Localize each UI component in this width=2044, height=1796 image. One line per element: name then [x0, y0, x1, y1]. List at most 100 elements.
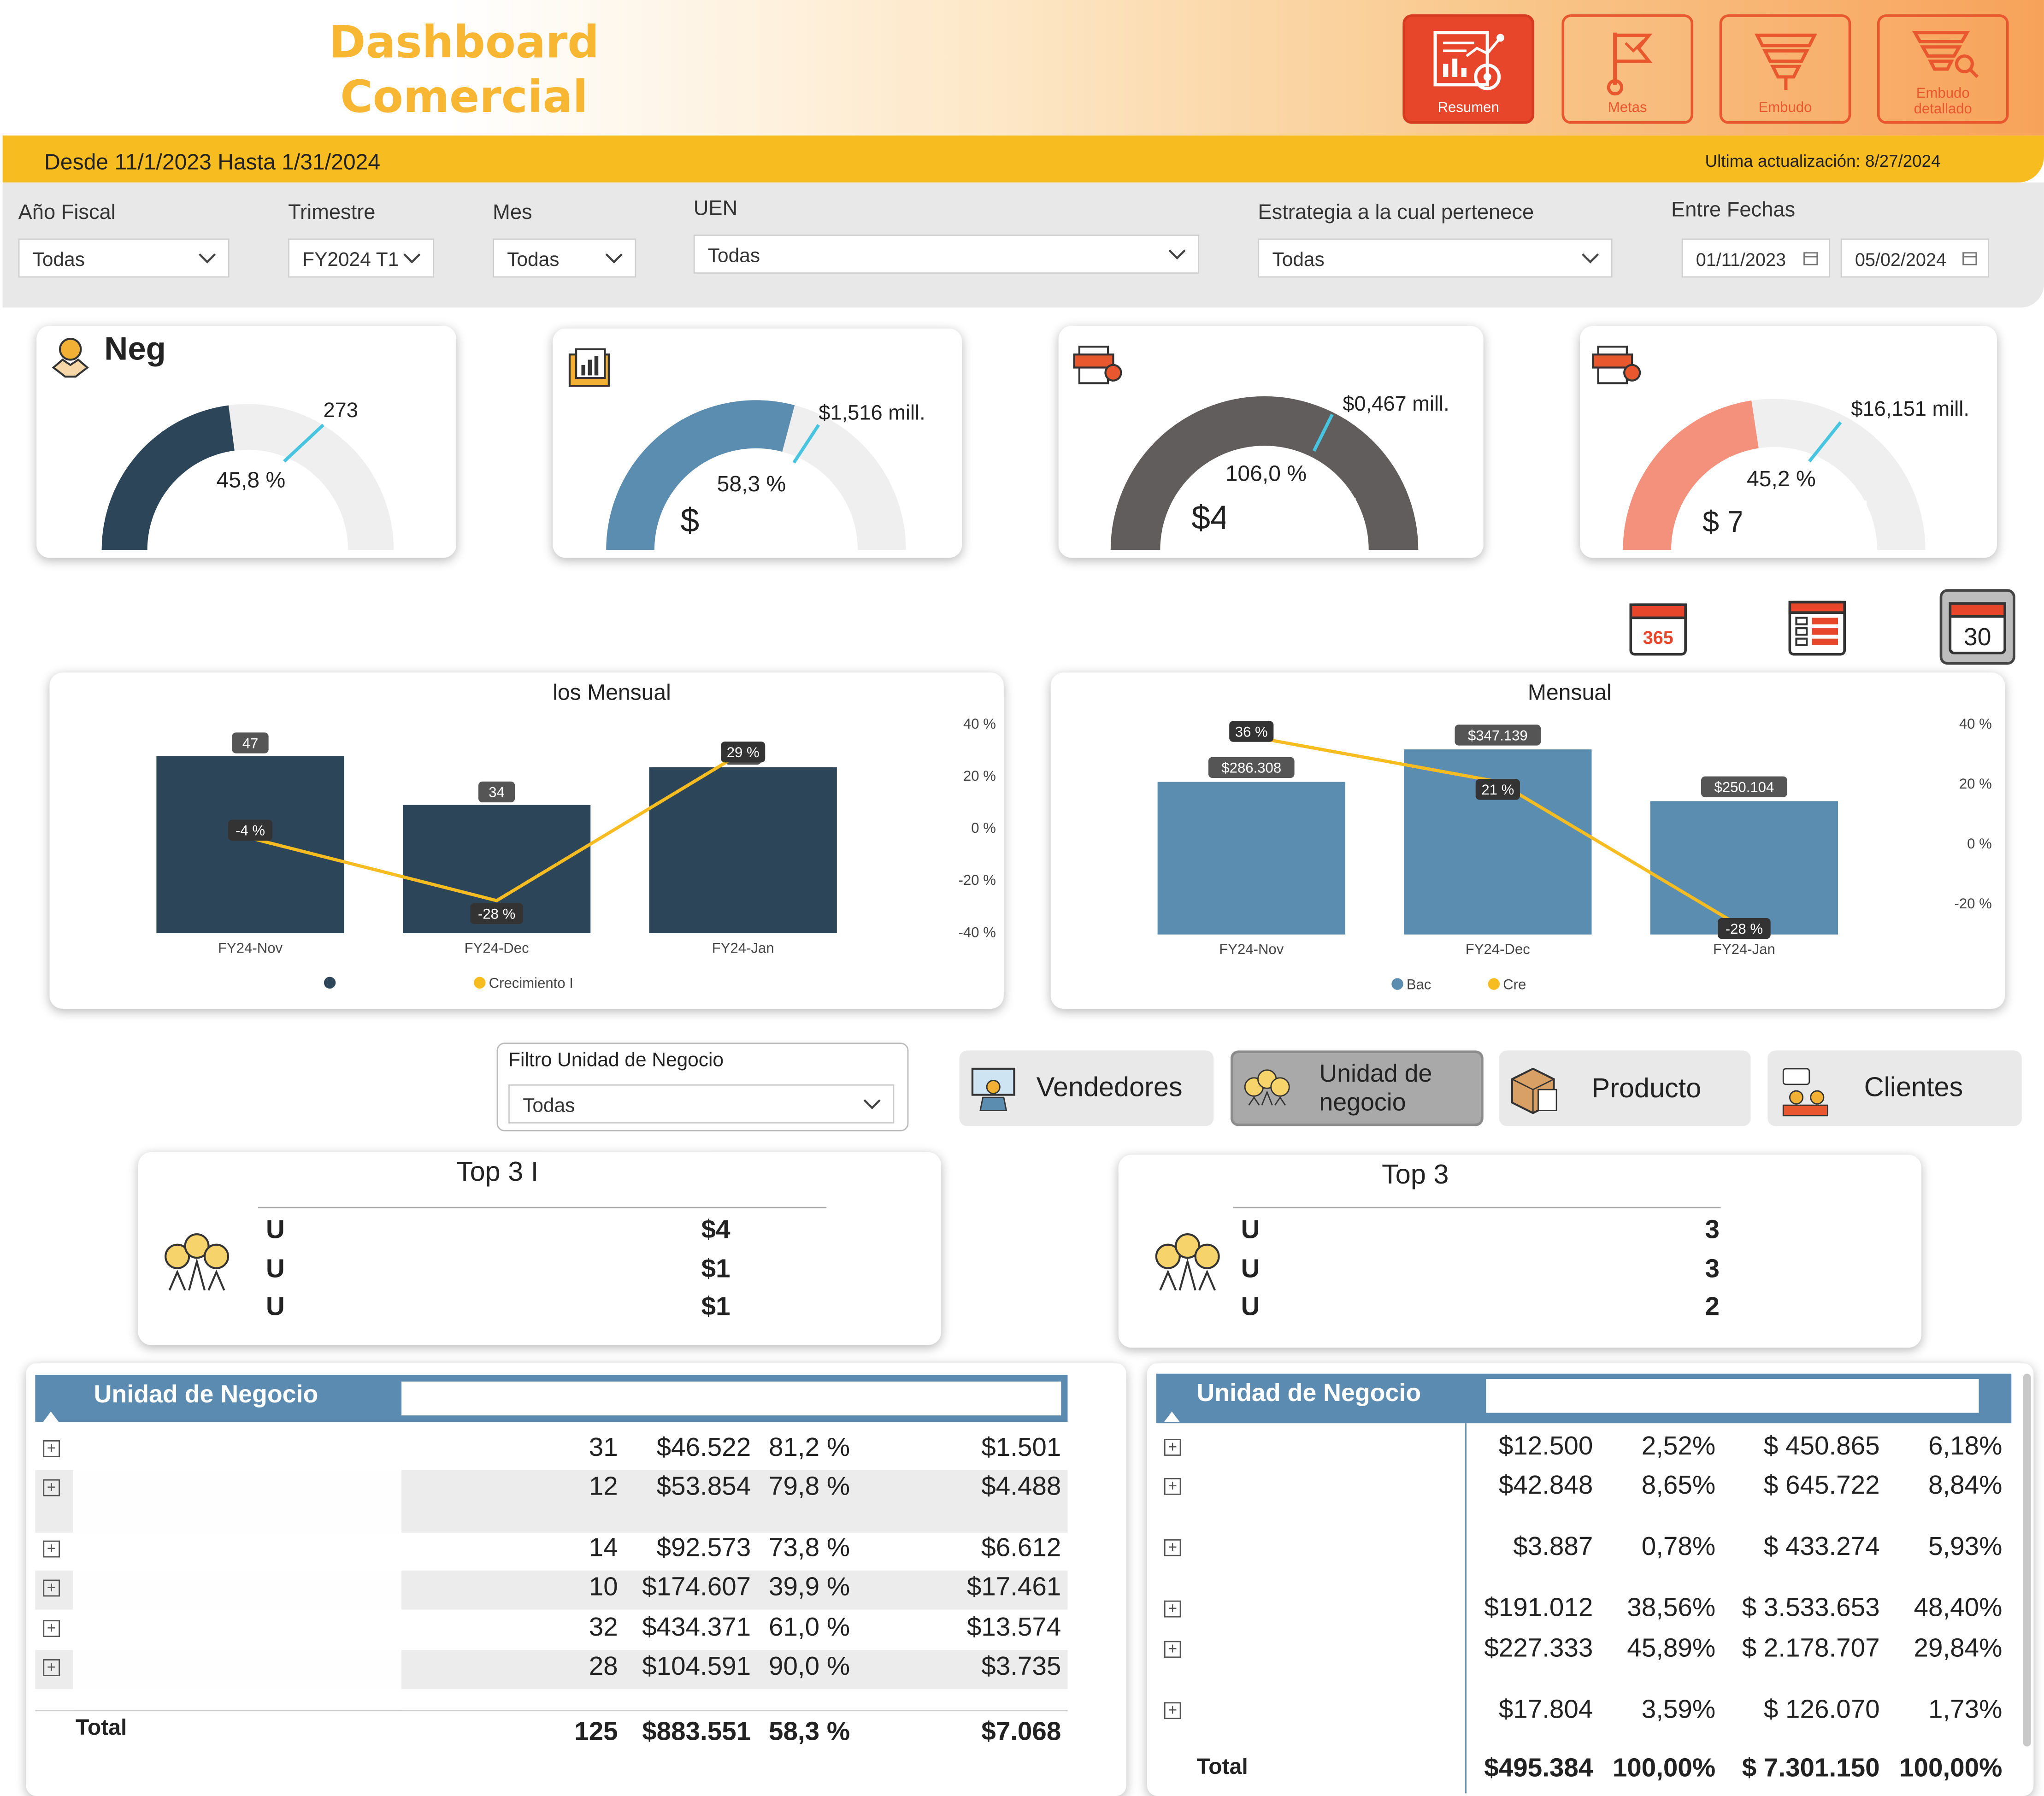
expand-icon[interactable]: +: [1164, 1439, 1181, 1456]
line-label-bg: [1475, 779, 1520, 800]
expand-icon[interactable]: +: [1164, 1478, 1181, 1495]
table-cell: 12: [589, 1472, 618, 1502]
expand-icon[interactable]: +: [1164, 1702, 1181, 1719]
chevron-down-icon: [403, 253, 421, 264]
date-from-input[interactable]: 01/11/2023: [1681, 238, 1831, 278]
table-cell: $6.612: [981, 1534, 1061, 1563]
table-cell: $434.371: [642, 1613, 751, 1643]
nav-embudo-detallado-button[interactable]: Embudo detallado: [1877, 14, 2009, 124]
table-cell: $1.501: [981, 1433, 1061, 1463]
x-tick-label: FY24-Nov: [218, 940, 283, 956]
table-cell: 3,59%: [1641, 1696, 1716, 1725]
sort-asc-icon[interactable]: [1163, 1410, 1181, 1423]
table-cell: 81,2 %: [769, 1433, 850, 1463]
x-tick-label: FY24-Jan: [712, 940, 774, 956]
funnel-search-icon: [1911, 31, 1978, 78]
redacted-area: [295, 1209, 425, 1335]
table-cell: $ 433.274: [1763, 1532, 1880, 1561]
clients-icon: [1782, 1068, 1828, 1117]
invoice-icon: [1592, 346, 1641, 384]
mes-dropdown[interactable]: Todas: [493, 238, 636, 278]
calendar-icon[interactable]: [1962, 250, 1978, 266]
period-year-button[interactable]: 365: [1627, 597, 1690, 660]
expand-icon[interactable]: +: [43, 1479, 60, 1496]
bar-label: $286.308: [1221, 760, 1281, 776]
unidad-filter-dropdown[interactable]: Todas: [508, 1084, 895, 1124]
redacted-area: [539, 1152, 712, 1191]
period-quarter-button[interactable]: [1786, 597, 1849, 660]
lightbulb-group-icon: [165, 1233, 230, 1291]
seg-clientes-button[interactable]: Clientes: [1767, 1050, 2022, 1126]
kpi-value-3: $4: [1191, 498, 1229, 537]
estrategia-dropdown[interactable]: Todas: [1258, 238, 1613, 278]
table-right-total-label: Total: [1196, 1754, 1248, 1779]
bar: [649, 767, 837, 933]
gauge-fill: [101, 405, 235, 550]
date-to-input[interactable]: 05/02/2024: [1840, 238, 1990, 278]
table-cell: 79,8 %: [769, 1472, 850, 1502]
gauge-1: [101, 404, 394, 550]
y2-tick-label: -20 %: [1955, 895, 1992, 912]
calendar-month-icon: 30: [1949, 602, 2006, 654]
table-left-total-label: Total: [76, 1715, 127, 1740]
nav-embudo-button[interactable]: Embudo: [1719, 14, 1851, 124]
nav-resumen-button[interactable]: Resumen: [1402, 14, 1535, 124]
x-tick-label: FY24-Dec: [465, 940, 529, 956]
table-cell: 61,0 %: [769, 1613, 850, 1643]
expand-icon[interactable]: +: [43, 1580, 60, 1597]
calendar-icon[interactable]: [1803, 250, 1819, 266]
lightbulb-group-icon: [1155, 1233, 1220, 1291]
expand-icon[interactable]: +: [43, 1440, 60, 1457]
expand-icon[interactable]: +: [1164, 1641, 1181, 1658]
expand-icon[interactable]: +: [43, 1540, 60, 1558]
sort-asc-icon[interactable]: [42, 1410, 60, 1423]
table-cell: 29,84%: [1914, 1634, 2003, 1663]
chevron-down-icon: [1582, 253, 1599, 264]
redacted-area: [175, 498, 321, 545]
invoice-icon: [1073, 346, 1122, 384]
total-cell: $495.384: [1484, 1754, 1593, 1783]
table-cell: 32: [589, 1613, 618, 1643]
line-label: 36 %: [1235, 724, 1268, 740]
seg-vendedores-button[interactable]: Vendedores: [959, 1050, 1214, 1126]
total-cell: $7.068: [981, 1718, 1061, 1747]
expand-icon[interactable]: +: [43, 1620, 60, 1637]
report-chart-icon: [1433, 31, 1504, 90]
expand-icon[interactable]: +: [1164, 1539, 1181, 1556]
table-right-card: [1147, 1363, 2034, 1796]
redacted-area: [73, 1428, 402, 1710]
y2-tick-label: -20 %: [959, 872, 996, 888]
trimestre-dropdown[interactable]: FY2024 T1: [288, 238, 434, 278]
date-range-band: [2, 135, 2044, 183]
expand-icon[interactable]: +: [43, 1659, 60, 1676]
anio-fiscal-dropdown[interactable]: Todas: [18, 238, 230, 278]
kpi-value-4: $ 7: [1702, 504, 1744, 538]
kpi-pct-3: 106,0 %: [1225, 461, 1307, 486]
uen-dropdown[interactable]: Todas: [693, 235, 1200, 274]
expand-icon[interactable]: +: [1164, 1601, 1181, 1618]
top3-col-b-1: $4 $1 $1: [701, 1216, 730, 1322]
kpi-title-1: Neg: [104, 331, 166, 368]
redacted-area: [401, 1381, 1061, 1416]
seg-unidad-button[interactable]: Unidad de negocio: [1231, 1050, 1484, 1126]
table-right-scrollbar[interactable]: [2023, 1373, 2031, 1747]
y2-tick-label: 20 %: [1959, 776, 1992, 792]
table-cell: $104.591: [642, 1652, 751, 1682]
table-cell: $13.574: [966, 1613, 1061, 1643]
funnel-icon: [1754, 33, 1817, 90]
table-cell: $92.573: [656, 1534, 751, 1563]
kpi-pct-1: 45,8 %: [216, 468, 286, 493]
total-cell: $ 7.301.150: [1742, 1754, 1880, 1783]
table-cell: $ 2.178.707: [1742, 1634, 1880, 1663]
bar-label-bg: [232, 732, 269, 754]
bar: [156, 756, 344, 933]
gauge-2: [606, 400, 906, 550]
period-month-button[interactable]: 30: [1939, 589, 2015, 665]
nav-metas-button[interactable]: Metas: [1561, 14, 1694, 124]
table-cell: 8,84%: [1928, 1471, 2003, 1501]
table-cell: 28: [589, 1652, 618, 1682]
seg-producto-button[interactable]: Producto: [1499, 1050, 1751, 1126]
line-label: -28 %: [478, 906, 515, 922]
redacted-area: [167, 331, 402, 376]
growth-line: [250, 750, 744, 902]
